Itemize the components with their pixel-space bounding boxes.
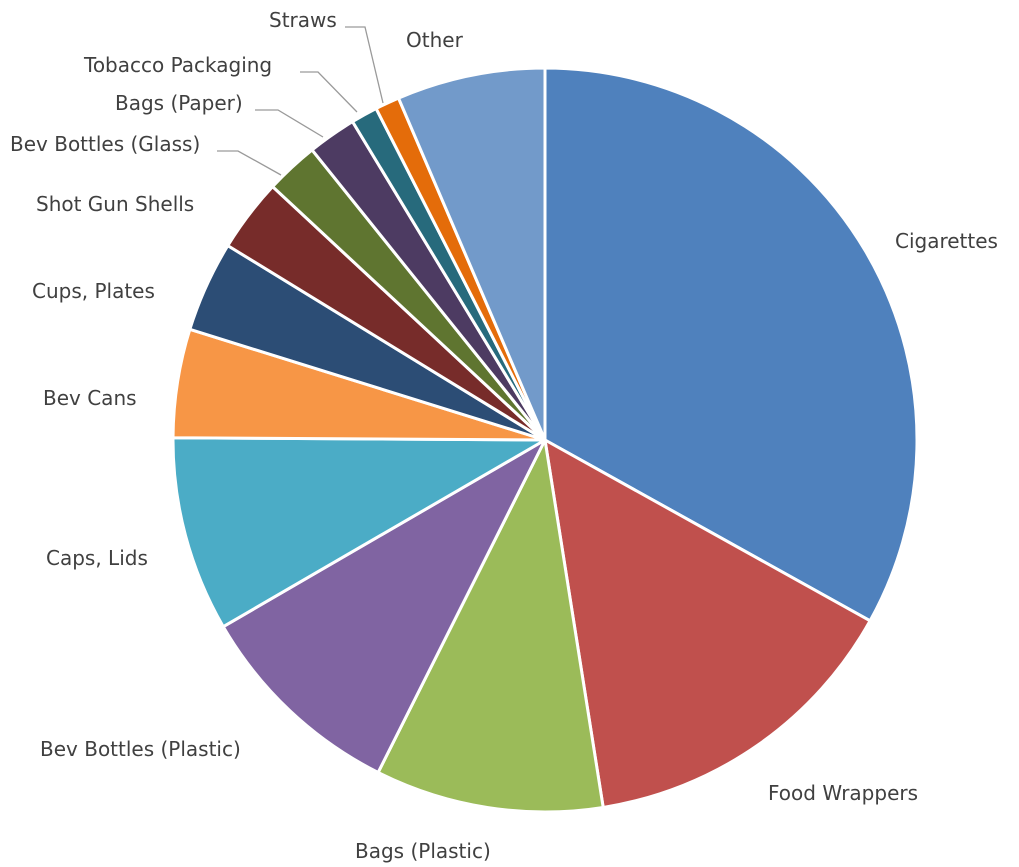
pie-slice-cigarettes bbox=[543, 66, 919, 623]
leader-line-bev-bottles-glass bbox=[217, 150, 282, 176]
leader-line-straws bbox=[345, 26, 384, 104]
slice-label-cups-plates: Cups, Plates bbox=[32, 279, 155, 303]
leader-lines bbox=[217, 26, 384, 176]
pie-slice-bev-bottles-plastic bbox=[221, 438, 547, 774]
pie-slice-other bbox=[397, 66, 547, 442]
pie-slice-food-wrappers bbox=[543, 438, 872, 809]
pie-slices bbox=[171, 66, 919, 814]
slice-label-shot-gun-shells: Shot Gun Shells bbox=[36, 192, 194, 216]
slice-labels: Cigarettes Food Wrappers Bags (Plastic) Bev… bbox=[10, 8, 998, 863]
slice-label-bags-plastic: Bags (Plastic) bbox=[355, 839, 491, 863]
pie-slice-caps-lids bbox=[171, 436, 547, 629]
slice-label-cigarettes: Cigarettes bbox=[895, 229, 998, 253]
slice-label-other: Other bbox=[406, 28, 464, 52]
slice-label-bev-bottles-glass: Bev Bottles (Glass) bbox=[10, 132, 200, 156]
slice-label-food-wrappers: Food Wrappers bbox=[768, 781, 918, 805]
slice-label-caps-lids: Caps, Lids bbox=[46, 546, 148, 570]
slice-label-tobacco-packaging: Tobacco Packaging bbox=[83, 53, 272, 77]
leader-line-bags-paper bbox=[255, 109, 324, 138]
pie-slice-bags-plastic bbox=[376, 438, 605, 814]
slice-label-bev-cans: Bev Cans bbox=[43, 386, 137, 410]
slice-label-bags-paper: Bags (Paper) bbox=[115, 91, 243, 115]
slice-label-straws: Straws bbox=[269, 8, 337, 32]
leader-line-tobacco-packaging bbox=[300, 71, 358, 113]
slice-label-bev-bottles-plastic: Bev Bottles (Plastic) bbox=[40, 737, 241, 761]
